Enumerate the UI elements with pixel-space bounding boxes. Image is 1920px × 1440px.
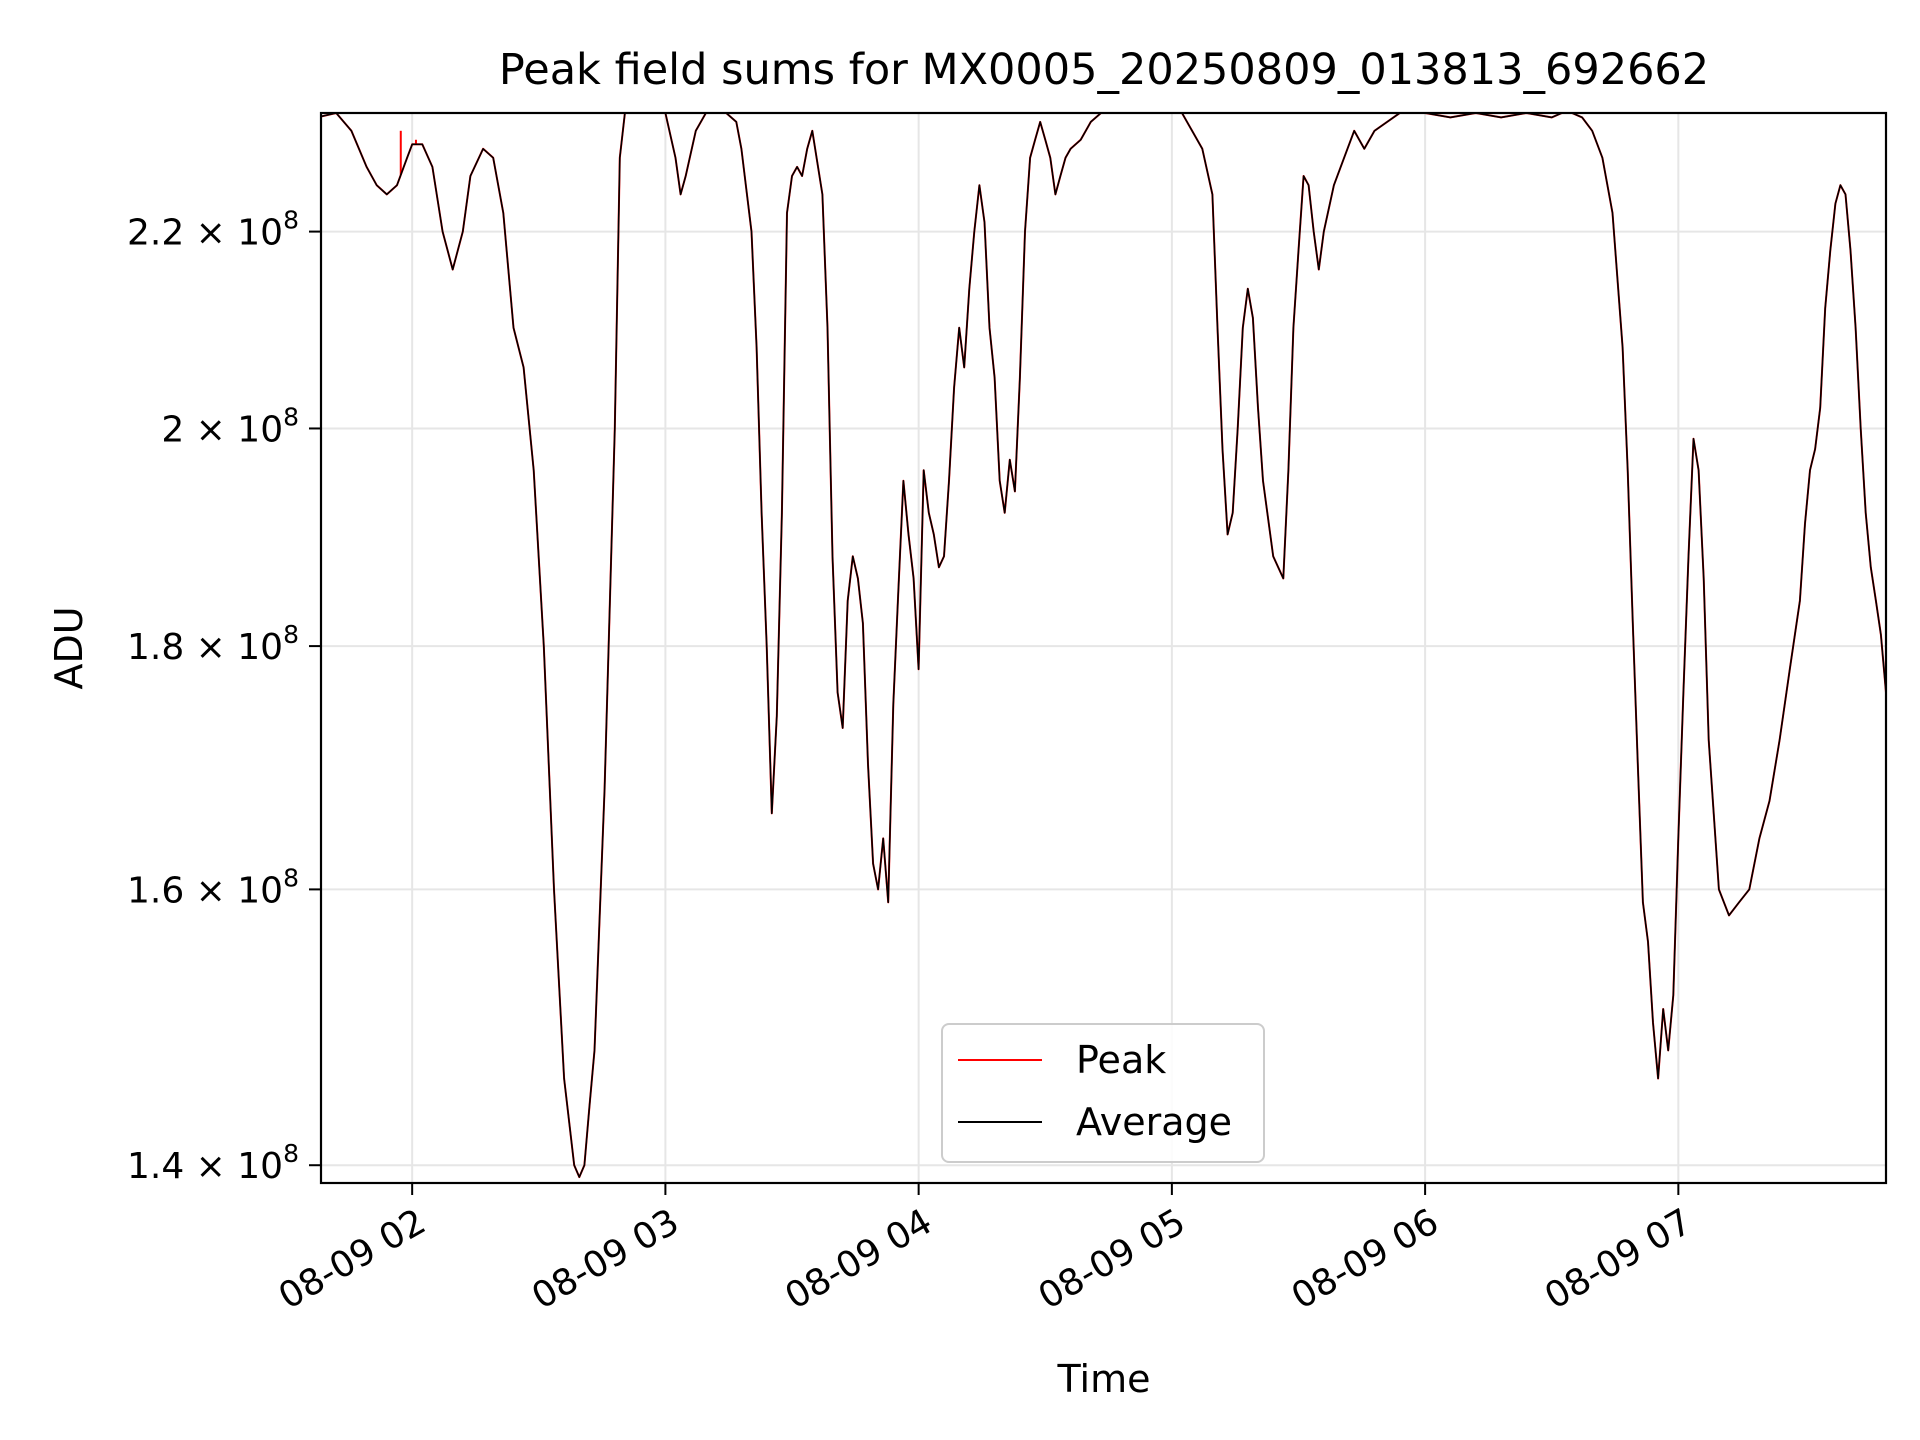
legend: Peak Average: [941, 1023, 1265, 1163]
series-line-average: [321, 113, 1886, 1178]
y-tick-label: 2.2 × 108: [127, 206, 299, 254]
legend-label-peak: Peak: [1076, 1038, 1166, 1082]
y-axis: 1.4 × 108 1.6 × 108 1.8 × 108 2 × 108 2.2 × …: [127, 206, 321, 1187]
plot-frame: [319, 111, 1888, 1185]
x-axis-label: Time: [1057, 1357, 1151, 1401]
y-tick-label: 1.8 × 108: [127, 620, 299, 668]
chart-title: Peak field sums for MX0005_20250809_0138…: [499, 45, 1709, 95]
y-tick-label: 2 × 108: [161, 402, 299, 450]
y-tick-label: 1.6 × 108: [127, 863, 299, 911]
y-axis-label: ADU: [47, 606, 91, 689]
series-layer: [321, 113, 1886, 1179]
legend-box: [941, 1023, 1265, 1163]
legend-label-average: Average: [1076, 1100, 1232, 1144]
y-tick-label: 1.4 × 108: [127, 1139, 299, 1187]
